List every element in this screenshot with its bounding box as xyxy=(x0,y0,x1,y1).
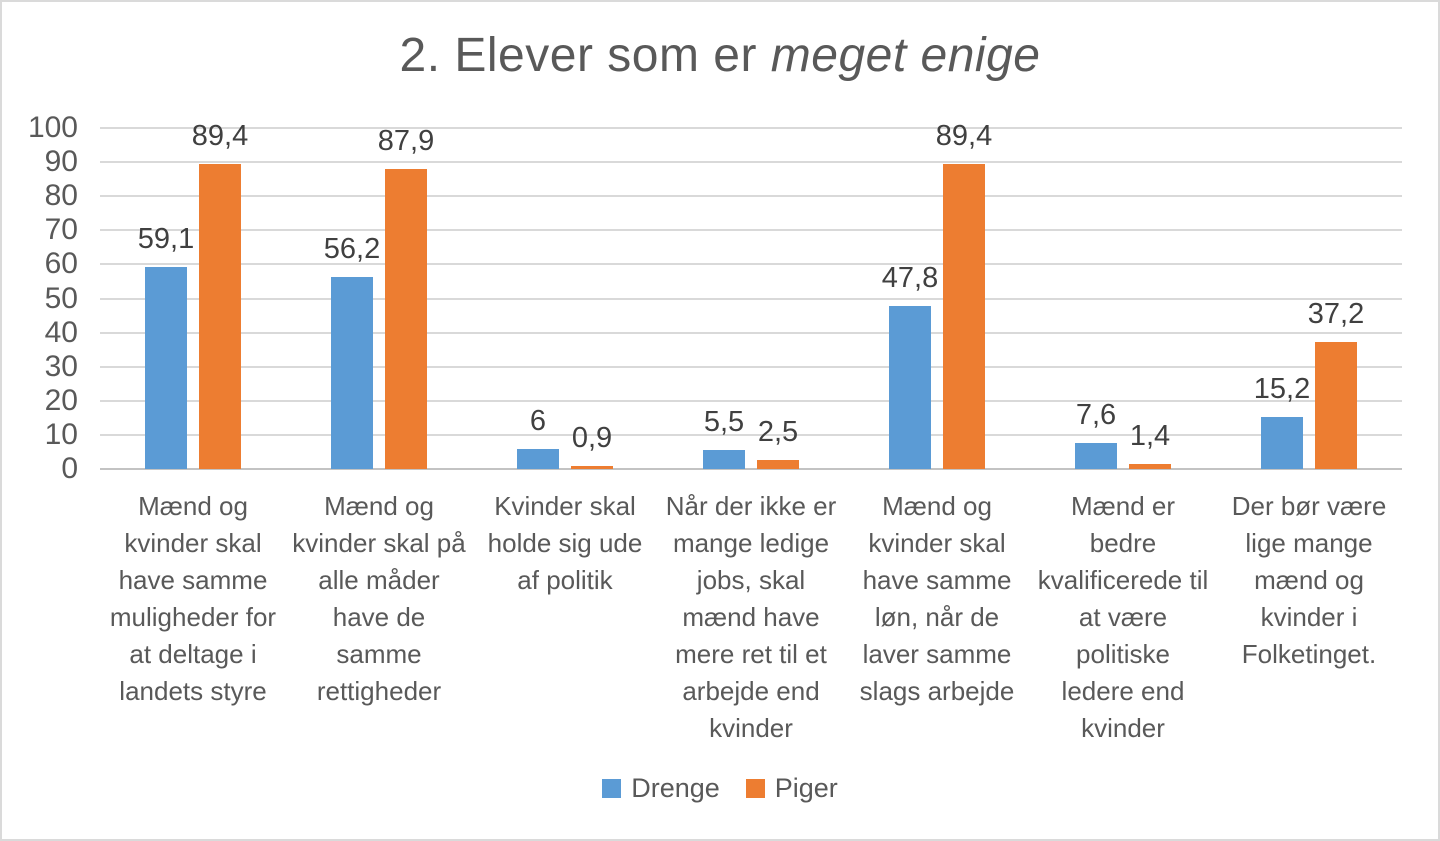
data-label-drenge-4: 5,5 xyxy=(703,406,745,439)
legend-item-piger: Piger xyxy=(745,773,838,803)
y-tick-label: 40 xyxy=(44,315,78,349)
data-label-drenge-1: 59,1 xyxy=(137,223,195,256)
legend: Drenge Piger xyxy=(2,770,1438,806)
data-label-piger-5: 89,4 xyxy=(935,120,993,153)
data-label-piger-7: 37,2 xyxy=(1307,298,1365,331)
bar-piger-1 xyxy=(199,164,241,469)
gridline xyxy=(100,297,1402,300)
bar-drenge-7 xyxy=(1261,417,1303,469)
data-label-drenge-2: 56,2 xyxy=(323,233,381,266)
bar-piger-5 xyxy=(943,164,985,469)
y-tick-label: 60 xyxy=(44,247,78,281)
y-tick-label: 80 xyxy=(44,179,78,213)
data-label-drenge-5: 47,8 xyxy=(881,262,939,295)
bar-piger-6 xyxy=(1129,464,1171,469)
data-label-piger-6: 1,4 xyxy=(1129,420,1171,453)
y-tick-label: 70 xyxy=(44,213,78,247)
bar-piger-7 xyxy=(1315,342,1357,469)
x-axis: Mænd og kvinder skal have samme mulighed… xyxy=(100,488,1402,758)
category-label-5: Mænd og kvinder skal have samme løn, når… xyxy=(859,491,1015,706)
plot-area: 59,1 56,2 6 5,5 47,8 7,6 15,2 89,4 87,9 0,9 2,5 89,… xyxy=(100,120,1402,470)
y-tick-label: 90 xyxy=(44,145,78,179)
bar-drenge-2 xyxy=(331,277,373,469)
gridline xyxy=(100,399,1402,402)
category-label-3: Kvinder skal holde sig ude af politik xyxy=(487,491,643,595)
legend-swatch-drenge xyxy=(602,778,622,798)
gridline xyxy=(100,263,1402,266)
data-label-drenge-7: 15,2 xyxy=(1253,373,1311,406)
data-label-piger-3: 0,9 xyxy=(571,421,613,454)
gridline xyxy=(100,161,1402,164)
bar-drenge-1 xyxy=(145,267,187,469)
data-label-piger-4: 2,5 xyxy=(757,416,799,449)
gridline xyxy=(100,433,1402,436)
bar-drenge-3 xyxy=(517,448,559,469)
gridline xyxy=(100,331,1402,334)
data-label-piger-1: 89,4 xyxy=(191,120,249,153)
legend-swatch-piger xyxy=(745,778,765,798)
data-label-drenge-6: 7,6 xyxy=(1075,399,1117,432)
legend-item-drenge: Drenge xyxy=(602,773,720,803)
y-tick-label: 30 xyxy=(44,349,78,383)
bar-drenge-4 xyxy=(703,450,745,469)
bar-piger-3 xyxy=(571,465,613,469)
legend-label-piger: Piger xyxy=(774,773,838,803)
category-label-6: Mænd er bedre kvalificerede til at være … xyxy=(1037,491,1209,743)
bar-piger-4 xyxy=(757,460,799,469)
y-tick-label: 0 xyxy=(61,452,78,485)
y-tick-label: 50 xyxy=(44,281,78,315)
gridline xyxy=(100,229,1402,232)
gridline xyxy=(100,195,1402,198)
chart-title-italic-text: meget enige xyxy=(770,29,1041,82)
data-label-piger-2: 87,9 xyxy=(377,125,435,158)
y-axis: 0 10 20 30 40 50 60 70 80 90 100 xyxy=(2,111,78,485)
category-label-4: Når der ikke er mange ledige jobs, skal … xyxy=(665,491,837,743)
chart-title: 2. Elever som er meget enige xyxy=(2,28,1438,84)
gridline xyxy=(100,127,1402,129)
bar-piger-2 xyxy=(385,169,427,469)
y-tick-label: 20 xyxy=(44,383,78,417)
legend-label-drenge: Drenge xyxy=(631,773,720,803)
bar-drenge-6 xyxy=(1075,443,1117,469)
category-label-2: Mænd og kvinder skal på alle måder have … xyxy=(292,491,466,706)
gridline xyxy=(100,365,1402,368)
x-axis-line xyxy=(100,468,1402,470)
y-tick-label: 100 xyxy=(27,111,78,144)
y-tick-label: 10 xyxy=(44,417,78,451)
category-label-7: Der bør være lige mange mænd og kvinder … xyxy=(1231,491,1387,669)
chart-title-text: 2. Elever som er xyxy=(399,29,771,82)
data-label-drenge-3: 6 xyxy=(529,404,547,437)
bar-drenge-5 xyxy=(889,306,931,469)
category-label-1: Mænd og kvinder skal have samme mulighed… xyxy=(109,491,277,706)
